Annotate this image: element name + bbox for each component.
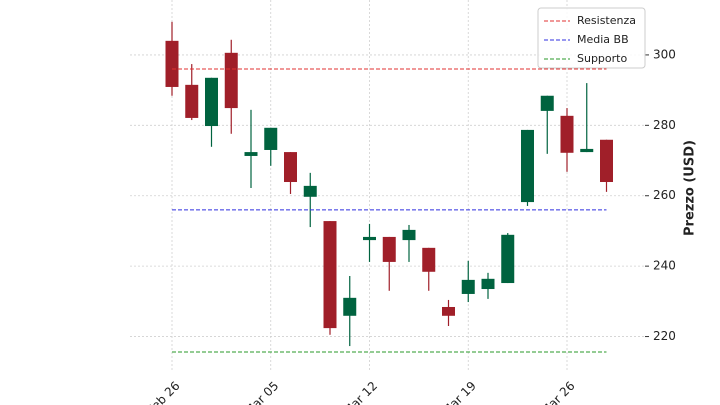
candle-body bbox=[284, 152, 297, 183]
candle-body bbox=[521, 129, 534, 203]
candle-body bbox=[481, 278, 495, 290]
candle-body bbox=[382, 236, 396, 262]
candle-body bbox=[560, 115, 574, 153]
y-axis-label: Prezzo (USD) bbox=[683, 140, 698, 236]
candle-body bbox=[303, 185, 317, 197]
candle-body bbox=[224, 52, 238, 109]
y-tick-label: 280 bbox=[653, 118, 676, 132]
candle-body bbox=[165, 40, 179, 87]
legend-label: Media BB bbox=[577, 33, 629, 46]
candle-body bbox=[264, 127, 278, 150]
candle-body bbox=[600, 139, 613, 183]
candle-body bbox=[185, 84, 199, 118]
legend-label: Resistenza bbox=[577, 14, 636, 27]
candle-body bbox=[461, 279, 475, 294]
y-tick-label: 300 bbox=[653, 47, 676, 61]
legend-label: Supporto bbox=[577, 52, 627, 65]
candle-body bbox=[501, 234, 515, 284]
x-tick-label: Mar 26 bbox=[538, 379, 577, 405]
x-tick-label: Mar 05 bbox=[242, 379, 281, 405]
y-tick-label: 220 bbox=[653, 329, 676, 343]
candle-body bbox=[540, 95, 554, 111]
x-tick-label: Feb 26 bbox=[144, 379, 182, 405]
candle-body bbox=[442, 306, 455, 316]
x-tick-label: Mar 12 bbox=[341, 379, 380, 405]
candle-body bbox=[402, 229, 416, 241]
candle-body bbox=[580, 148, 594, 153]
x-tick-label: Mar 19 bbox=[439, 379, 478, 405]
candle-body bbox=[244, 152, 258, 156]
legend-box bbox=[537, 7, 646, 69]
candle-body bbox=[363, 236, 376, 241]
candle-body bbox=[205, 77, 218, 127]
candle-body bbox=[323, 221, 337, 329]
candle-body bbox=[343, 297, 357, 316]
y-tick-label: 240 bbox=[653, 259, 676, 273]
y-tick-label: 260 bbox=[653, 188, 676, 202]
candle-body bbox=[422, 247, 436, 272]
